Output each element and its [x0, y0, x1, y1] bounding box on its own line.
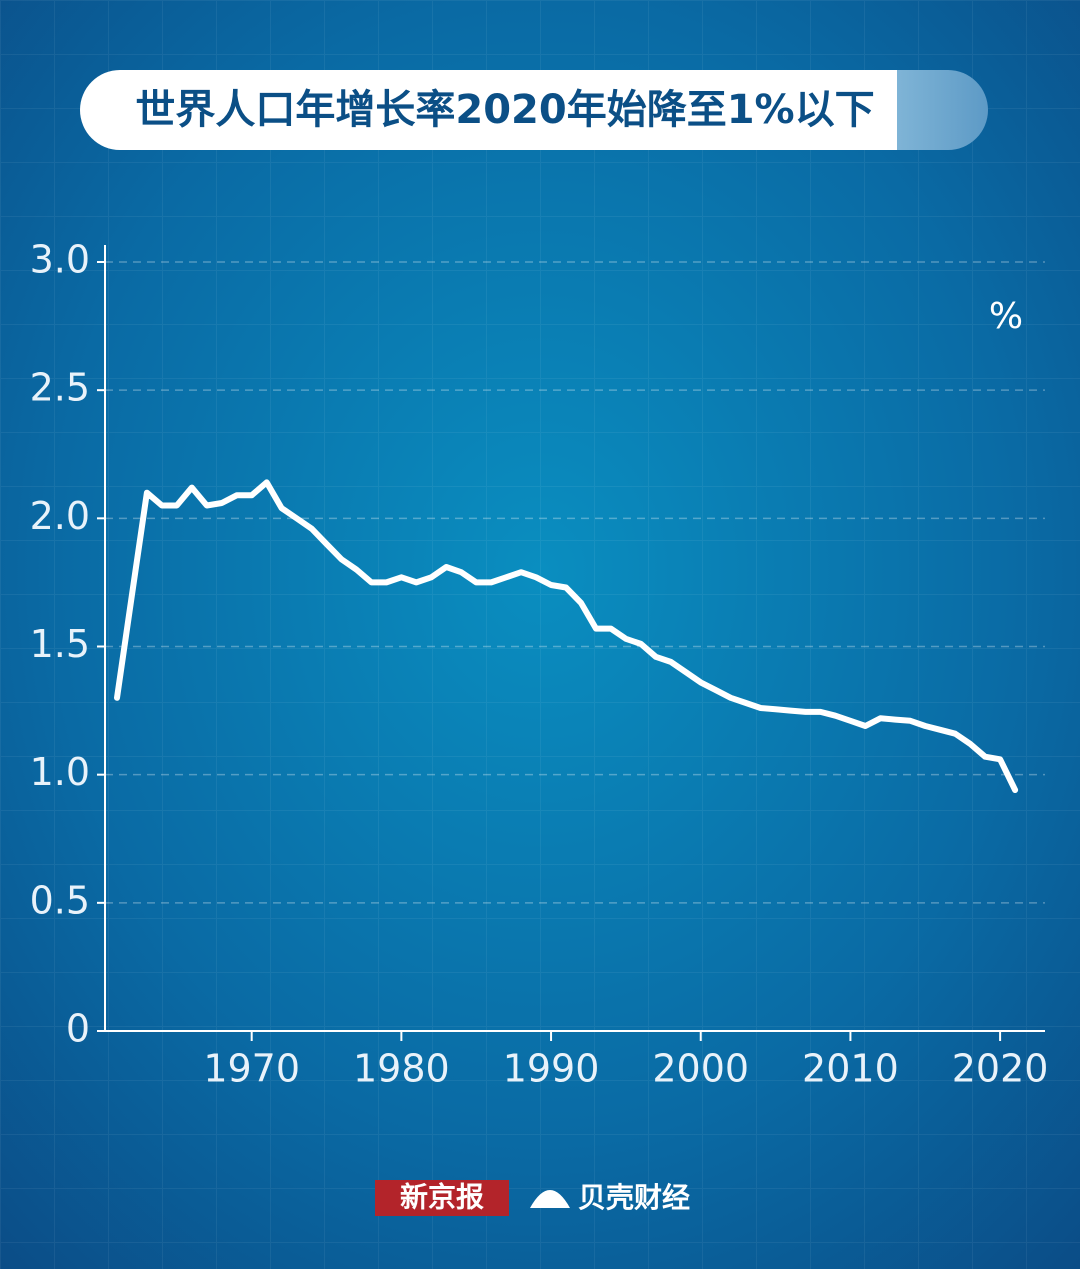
y-tick-label: 0: [66, 1007, 90, 1051]
x-tick-label: 2000: [652, 1047, 749, 1091]
y-tick-label: 1.0: [30, 750, 90, 794]
x-tick-label: 1980: [353, 1047, 450, 1091]
logo-icon: [530, 1190, 570, 1208]
y-tick-label: 2.5: [30, 366, 90, 410]
x-tick-label: 1970: [203, 1047, 300, 1091]
unit-label: %: [989, 296, 1023, 337]
chart-title: 世界人口年增长率2020年始降至1%以下: [135, 87, 874, 133]
y-tick-label: 1.5: [30, 622, 90, 666]
logo-text: 贝壳财经: [578, 1181, 690, 1214]
title-pill: [80, 70, 988, 150]
logo-box: [375, 1180, 509, 1216]
x-tick-label: 2010: [802, 1047, 899, 1091]
logo-text: 新京报: [400, 1181, 484, 1214]
x-tick-label: 1990: [503, 1047, 600, 1091]
data-line: [114, 479, 1019, 793]
x-tick-label: 2020: [952, 1047, 1049, 1091]
y-tick-label: 2.0: [30, 494, 90, 538]
y-tick-label: 3.0: [30, 238, 90, 282]
y-tick-label: 0.5: [30, 878, 90, 922]
